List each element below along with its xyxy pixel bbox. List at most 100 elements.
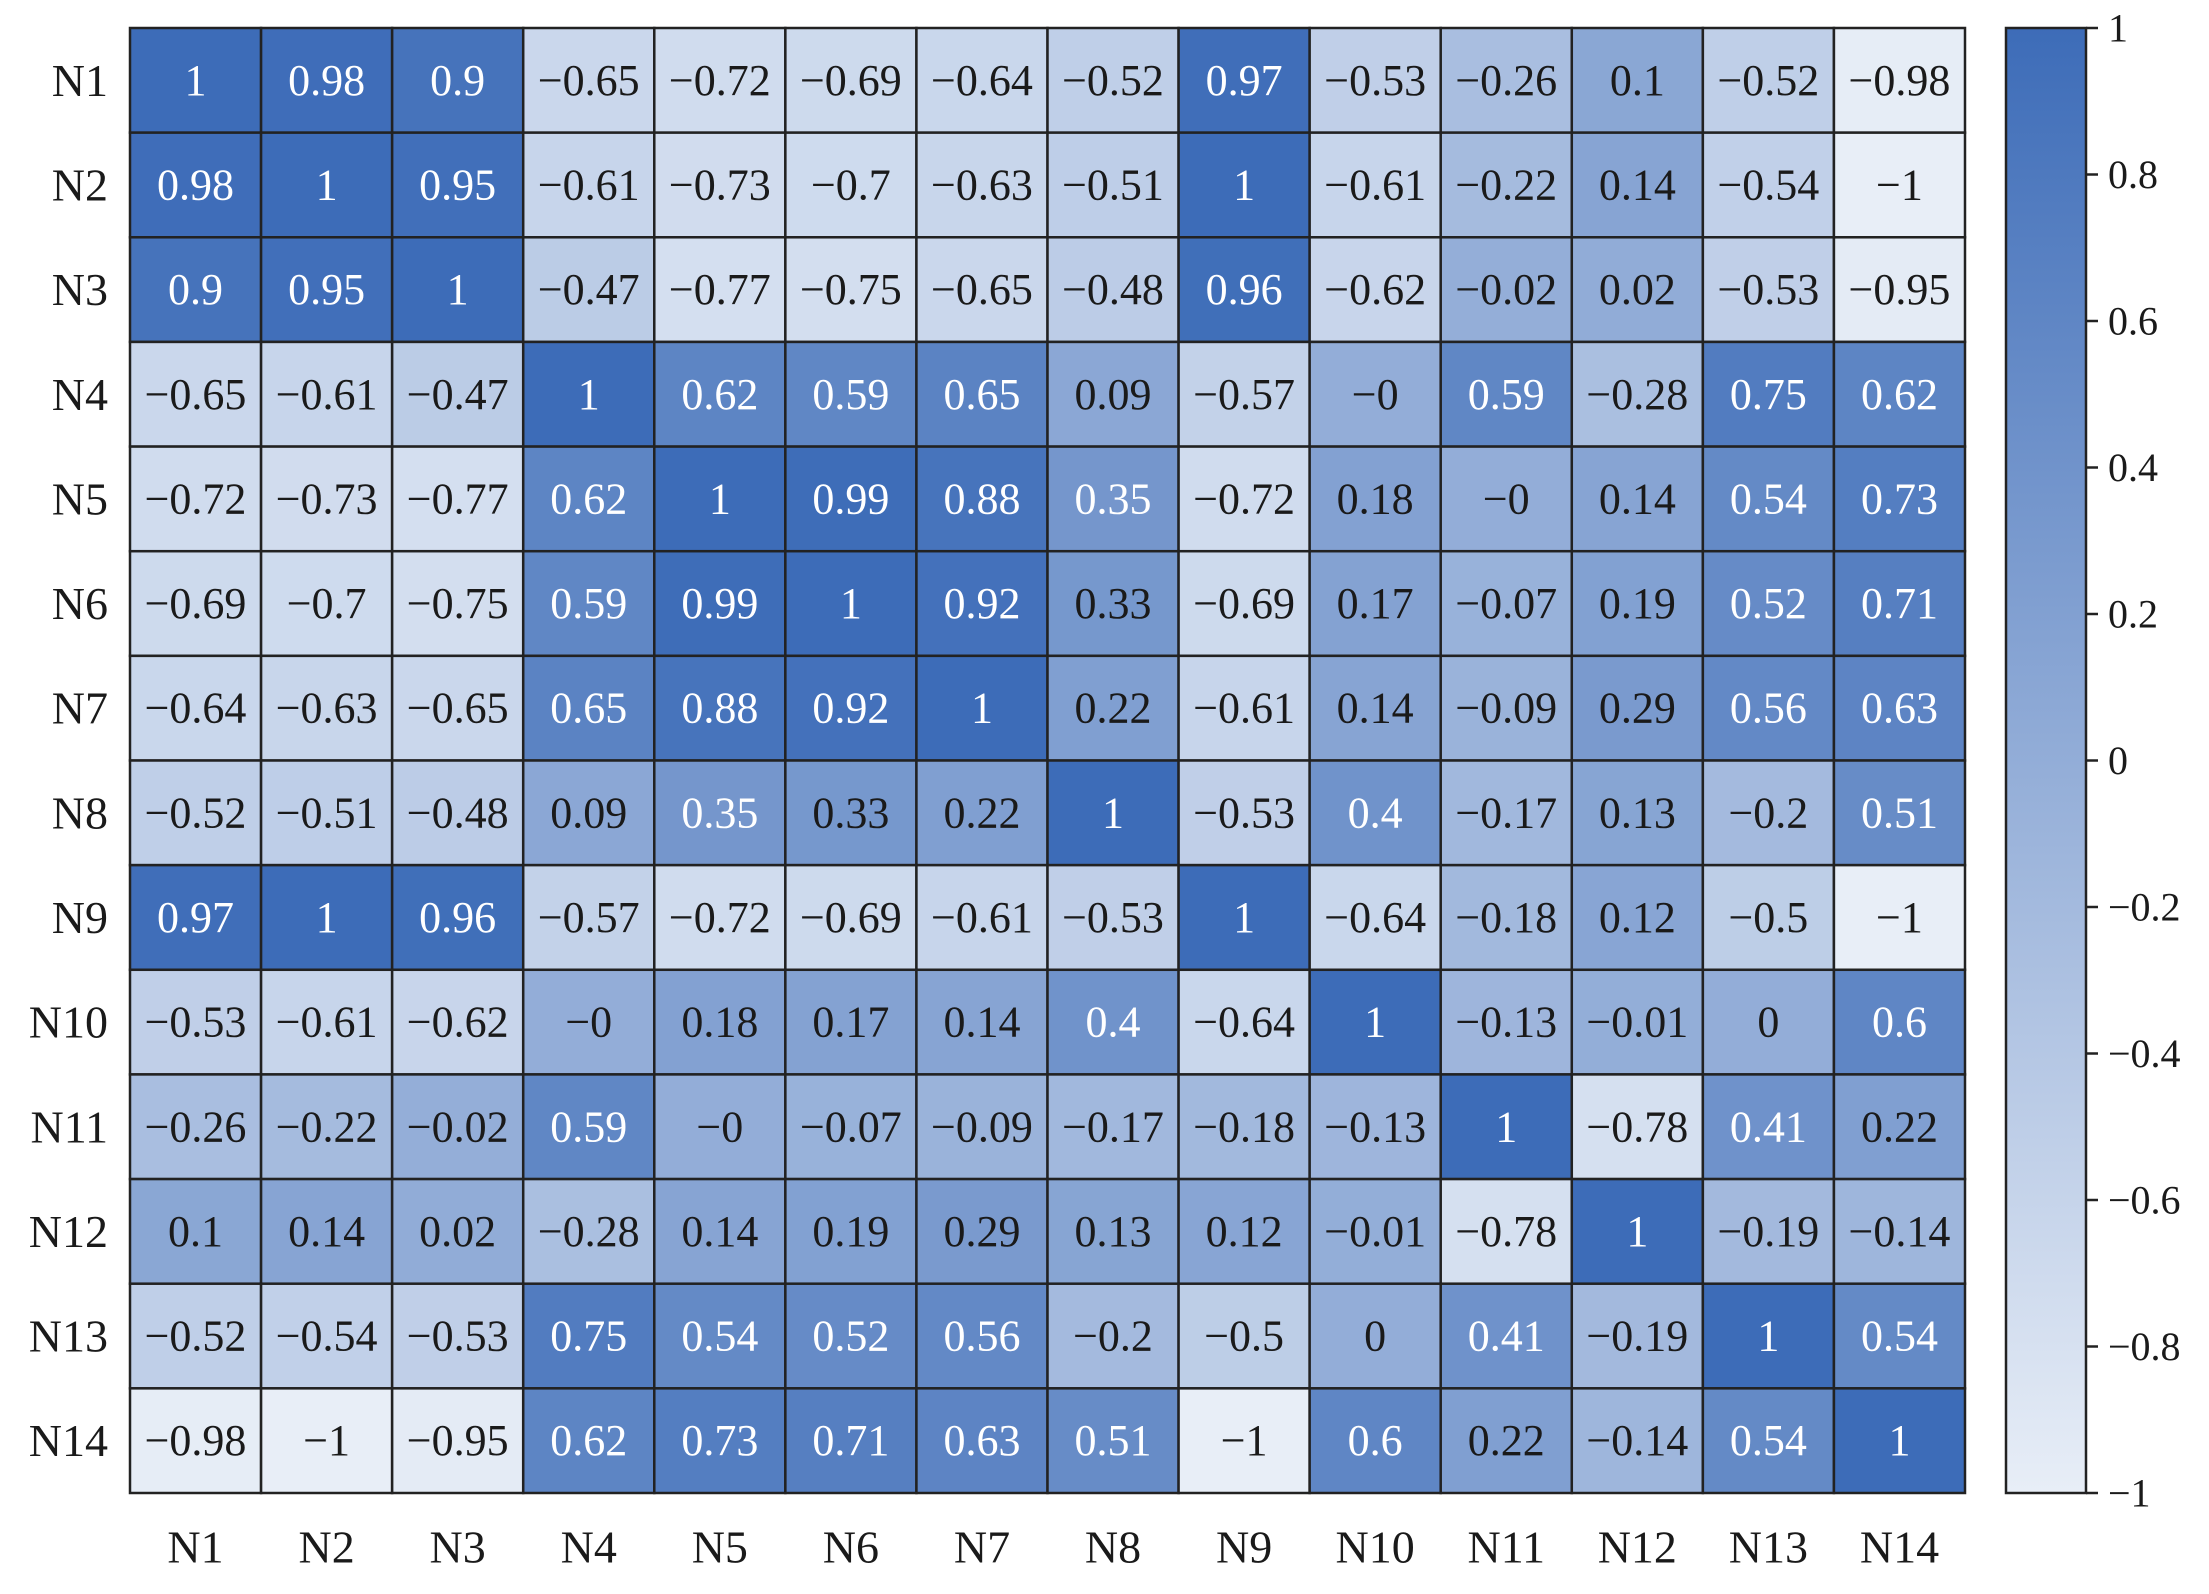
heatmap-cell-label: −0.2 — [1073, 1312, 1153, 1361]
heatmap-cell-label: 0.6 — [1872, 998, 1927, 1047]
heatmap-cell — [1046, 1177, 1180, 1285]
heatmap-cell — [1046, 549, 1180, 658]
heatmap-cell-label: −0.73 — [276, 474, 378, 523]
heatmap-cell-label: −0.13 — [1324, 1102, 1426, 1151]
heatmap-cell — [1570, 236, 1705, 344]
heatmap-cell-label: 1 — [971, 684, 993, 733]
heatmap-cell — [390, 863, 525, 972]
heatmap-cell-label: 0.63 — [943, 1416, 1020, 1465]
heatmap-cell-label: 0.29 — [943, 1207, 1020, 1256]
heatmap-cell-label: −0.14 — [1849, 1207, 1951, 1256]
heatmap-cell-label: −0.18 — [1193, 1102, 1295, 1151]
heatmap-cell — [390, 445, 525, 553]
heatmap-cell-label: −0.19 — [1586, 1312, 1688, 1361]
heatmap-cell-label: −0.5 — [1728, 893, 1808, 942]
heatmap-cell-label: 0.14 — [681, 1207, 758, 1256]
heatmap-cell — [915, 131, 1049, 239]
heatmap-cell-label: −0.62 — [1324, 265, 1426, 314]
heatmap-cell — [653, 654, 787, 762]
heatmap-cell-label: 0.22 — [943, 788, 1020, 837]
heatmap-cell-label: 0.63 — [1861, 684, 1938, 733]
heatmap-cell — [1701, 968, 1836, 1076]
heatmap-cell-label: 0.65 — [550, 684, 627, 733]
heatmap-cell — [1177, 759, 1311, 867]
heatmap-cell-label: −0.75 — [800, 265, 902, 314]
heatmap-cell-label: −1 — [1876, 160, 1923, 209]
heatmap-cell — [653, 340, 787, 448]
heatmap-cell — [1439, 1073, 1574, 1181]
heatmap-cell — [390, 1073, 525, 1181]
heatmap-cell — [259, 759, 394, 867]
heatmap-cell-label: 0.13 — [1075, 1207, 1152, 1256]
heatmap-cell-label: −0.7 — [287, 579, 367, 628]
heatmap-cell — [390, 236, 525, 344]
heatmap-cell — [390, 131, 525, 239]
heatmap-cell — [784, 1177, 918, 1285]
heatmap-cell-label: −0.95 — [407, 1416, 509, 1465]
heatmap-cell-label: 0.92 — [812, 684, 889, 733]
y-tick-label: N11 — [30, 1101, 108, 1152]
y-tick-label: N10 — [29, 997, 108, 1048]
heatmap-cell-label: −0.14 — [1586, 1416, 1688, 1465]
heatmap-cell — [1832, 1387, 1967, 1495]
heatmap-cell — [784, 1387, 918, 1495]
heatmap-cell-label: −0.22 — [1455, 160, 1557, 209]
heatmap-cell — [784, 340, 918, 448]
x-tick-label: N5 — [692, 1522, 748, 1573]
heatmap-cell-label: −0.47 — [407, 370, 509, 419]
heatmap-cell-label: 0.14 — [943, 998, 1020, 1047]
heatmap-cell-label: 0.98 — [157, 160, 234, 209]
heatmap-cell-label: −0.53 — [1324, 56, 1426, 105]
heatmap-cell — [1177, 1073, 1311, 1181]
heatmap-cell — [521, 654, 656, 762]
colorbar-tick-label: 0.4 — [2108, 445, 2158, 490]
heatmap-cell — [784, 759, 918, 867]
heatmap-cell — [1701, 1282, 1836, 1390]
heatmap-cell-label: 0.56 — [943, 1312, 1020, 1361]
heatmap-cell — [1832, 968, 1967, 1076]
heatmap-cell-label: −1 — [1876, 893, 1923, 942]
heatmap-cell — [1570, 968, 1705, 1076]
heatmap-cell — [1832, 759, 1967, 867]
heatmap-cell-label: 0.98 — [288, 56, 365, 105]
heatmap-cell — [1308, 1073, 1442, 1181]
heatmap-cell — [1439, 1387, 1574, 1495]
x-tick-label: N9 — [1216, 1522, 1272, 1573]
x-tick-label: N7 — [954, 1522, 1010, 1573]
x-tick-label: N10 — [1336, 1522, 1415, 1573]
heatmap-cell — [1046, 968, 1180, 1076]
heatmap-cell-label: 0.88 — [943, 474, 1020, 523]
heatmap-cell — [1832, 26, 1967, 134]
heatmap-cell — [1046, 236, 1180, 344]
heatmap-cell-label: −0.09 — [931, 1102, 1033, 1151]
heatmap-cell-label: 0.19 — [1599, 579, 1676, 628]
heatmap-cell-label: −0.28 — [1586, 370, 1688, 419]
colorbar-tick-label: −0.4 — [2108, 1031, 2181, 1076]
heatmap-cell-label: 0.4 — [1348, 788, 1403, 837]
x-tick-label: N2 — [298, 1522, 354, 1573]
heatmap-cell — [1570, 1177, 1705, 1285]
heatmap-cell-label: −0.65 — [538, 56, 640, 105]
heatmap-cell-label: −0.07 — [800, 1102, 902, 1151]
heatmap-cell-label: 0.22 — [1468, 1416, 1545, 1465]
heatmap-cell-label: −0.53 — [407, 1312, 509, 1361]
heatmap-cell — [1701, 131, 1836, 239]
heatmap-cell — [390, 1177, 525, 1285]
heatmap-cell — [784, 131, 918, 239]
heatmap-cell — [1570, 26, 1705, 134]
heatmap-cell-label: 0.1 — [1610, 56, 1665, 105]
heatmap-cell — [390, 26, 525, 134]
x-tick-label: N1 — [167, 1522, 223, 1573]
heatmap-cell-label: −0.2 — [1728, 788, 1808, 837]
heatmap-cell-label: −0.61 — [931, 893, 1033, 942]
heatmap-cell — [1439, 1282, 1574, 1390]
heatmap-cell-label: −0 — [1352, 370, 1399, 419]
heatmap-cell — [1832, 340, 1967, 448]
colorbar-tick-label: −0.2 — [2108, 885, 2181, 930]
y-tick-label: N13 — [29, 1311, 108, 1362]
heatmap-cell-label: −0.48 — [1062, 265, 1164, 314]
heatmap-cell — [784, 968, 918, 1076]
heatmap-cell-label: 0.59 — [812, 370, 889, 419]
heatmap-cell — [653, 759, 787, 867]
heatmap-cell — [128, 968, 263, 1076]
